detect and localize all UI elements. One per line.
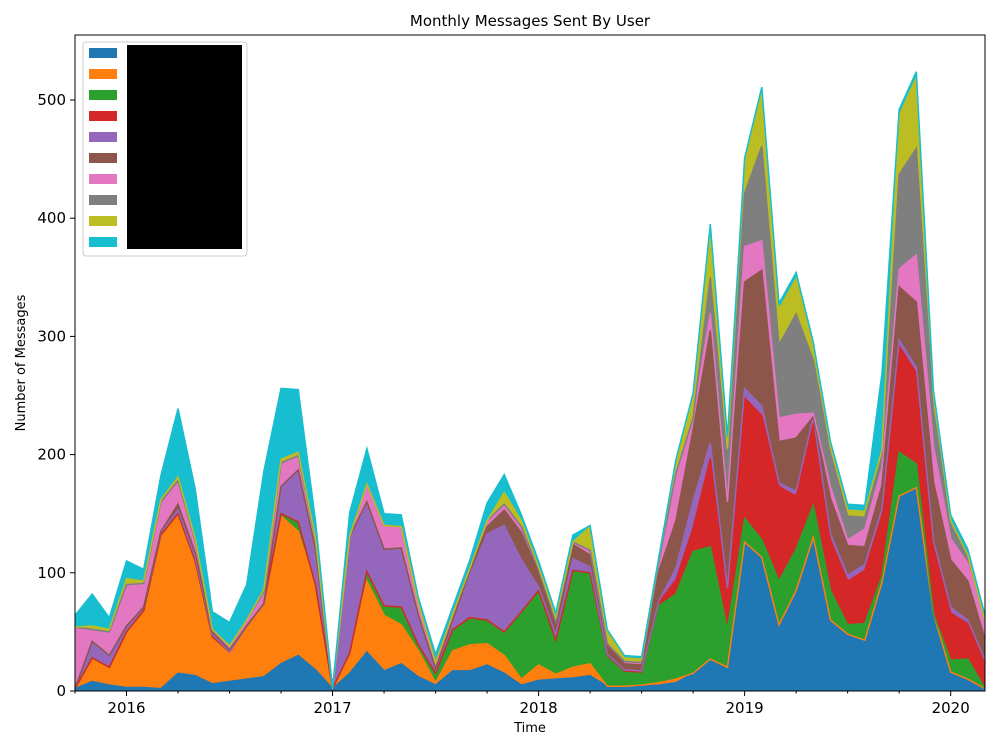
y-tick-label: 100 [37, 564, 66, 582]
legend-swatch-9 [89, 216, 117, 226]
area-edge-series-6 [74, 268, 986, 689]
y-tick-label: 0 [56, 682, 66, 700]
legend-redaction-box [127, 45, 242, 249]
x-axis-title: Time [513, 721, 546, 736]
x-tick-label: 2018 [519, 699, 557, 717]
x-axis: 2016 2017 2018 2019 2020 [74, 691, 970, 717]
x-tick-label: 2016 [107, 699, 145, 717]
y-tick-label: 500 [37, 91, 66, 109]
stacked-areas [74, 71, 986, 692]
y-tick-label: 300 [37, 327, 66, 345]
legend-swatch-10 [89, 237, 117, 247]
area-series-1 [75, 487, 985, 691]
legend-swatch-7 [89, 174, 117, 184]
x-tick-label: 2017 [313, 699, 351, 717]
area-edge-series-10 [74, 71, 986, 689]
y-axis-title: Number of Messages [14, 294, 29, 431]
legend [82, 41, 248, 257]
legend-swatch-3 [89, 90, 117, 100]
legend-swatch-5 [89, 132, 117, 142]
area-series-2 [75, 487, 985, 689]
x-tick-label: 2019 [726, 699, 764, 717]
legend-swatch-6 [89, 153, 117, 163]
legend-swatch-4 [89, 111, 117, 121]
y-axis: 0 100 200 300 400 500 [37, 91, 75, 700]
area-series-3 [75, 452, 985, 689]
plot-frame [74, 34, 986, 692]
area-series-4 [75, 345, 985, 689]
y-tick-label: 200 [37, 446, 66, 464]
chart-title: Monthly Messages Sent By User [410, 12, 651, 30]
area-edge-series-9 [74, 77, 986, 689]
legend-swatch-1 [89, 48, 117, 58]
y-tick-label: 400 [37, 209, 66, 227]
area-series-6 [75, 270, 985, 689]
x-tick-label: 2020 [932, 699, 970, 717]
area-edge-series-5 [74, 337, 986, 689]
legend-swatch-8 [89, 195, 117, 205]
legend-swatch-2 [89, 69, 117, 79]
